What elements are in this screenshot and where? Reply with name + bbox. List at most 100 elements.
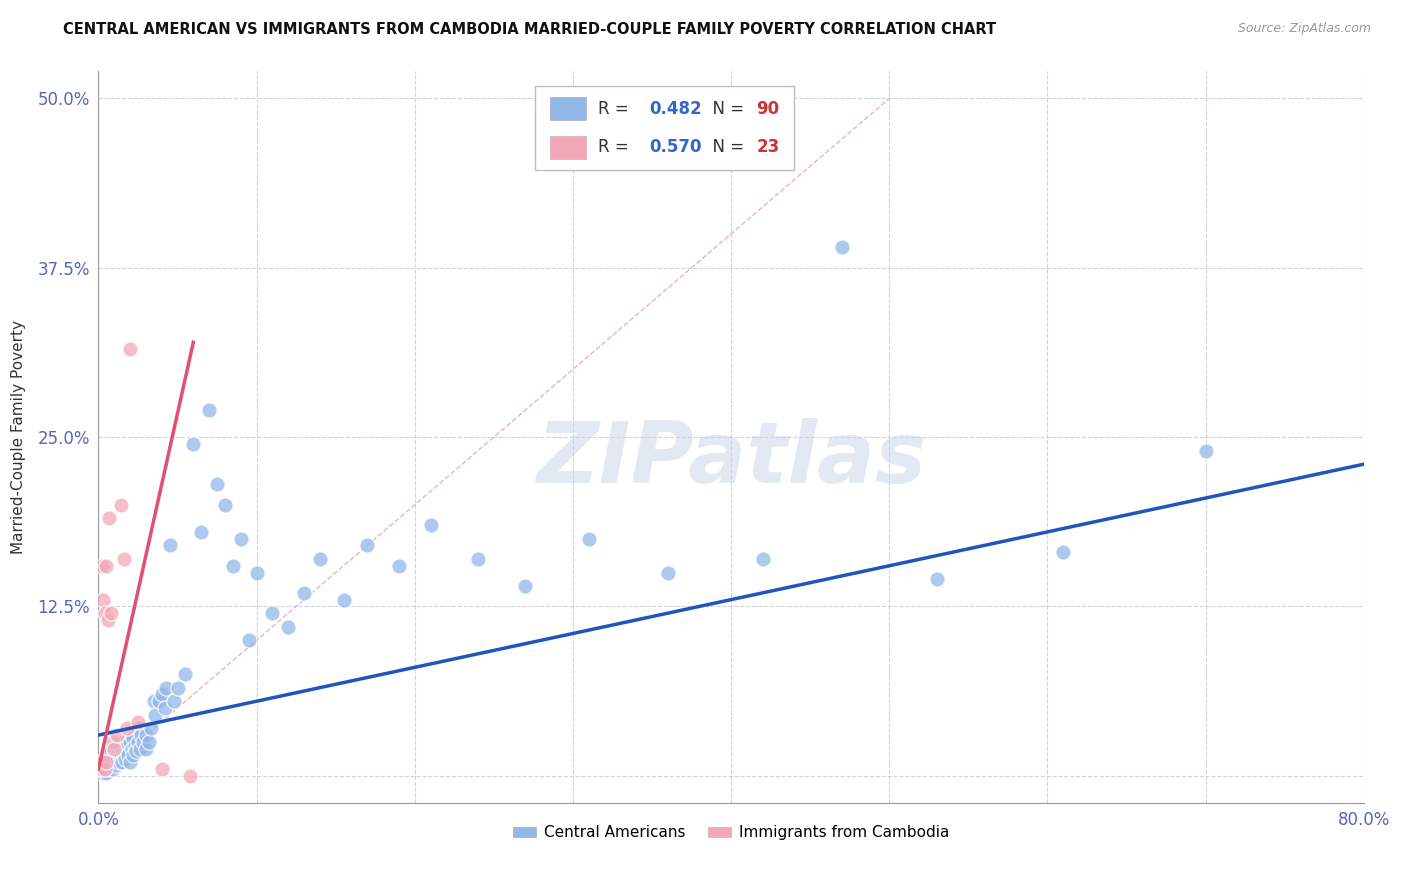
Point: [238, 633, 260, 648]
Point: [97, 613, 120, 627]
Point: [107, 741, 129, 756]
Point: [112, 552, 135, 566]
Point: [1052, 545, 1074, 559]
Point: [101, 752, 124, 766]
Point: [103, 741, 125, 756]
Point: [89, 762, 111, 776]
Point: [179, 769, 201, 783]
Point: [101, 762, 124, 776]
Point: [97, 752, 120, 766]
Point: [110, 748, 132, 763]
Point: [127, 714, 149, 729]
Point: [91, 762, 114, 776]
Point: [112, 748, 135, 763]
Point: [163, 694, 186, 708]
Point: [90, 766, 112, 780]
Point: [120, 342, 141, 356]
Point: [122, 731, 145, 745]
Point: [309, 552, 332, 566]
Point: [142, 694, 165, 708]
Point: [356, 538, 378, 552]
Point: [125, 744, 148, 758]
Text: 0.482: 0.482: [648, 100, 702, 118]
Point: [120, 755, 141, 769]
Point: [138, 735, 160, 749]
Point: [98, 762, 121, 776]
Point: [128, 741, 150, 756]
Point: [108, 744, 131, 758]
Point: [332, 592, 354, 607]
Point: [91, 755, 114, 769]
Point: [91, 755, 114, 769]
Point: [246, 566, 269, 580]
Point: [93, 606, 117, 620]
Bar: [550, 136, 585, 159]
Legend: Central Americans, Immigrants from Cambodia: Central Americans, Immigrants from Cambo…: [508, 819, 955, 847]
Point: [155, 681, 177, 695]
Point: [90, 757, 112, 772]
Point: [98, 755, 121, 769]
Point: [419, 518, 441, 533]
Point: [578, 532, 600, 546]
Point: [112, 735, 135, 749]
Point: [115, 721, 138, 735]
Point: [111, 755, 134, 769]
Point: [98, 511, 121, 525]
Point: [115, 744, 138, 758]
Point: [174, 667, 197, 681]
Point: [93, 757, 117, 772]
Point: [292, 586, 315, 600]
Point: [229, 532, 252, 546]
Point: [262, 606, 284, 620]
Point: [515, 579, 537, 593]
Point: [129, 728, 152, 742]
Point: [121, 741, 143, 756]
Point: [98, 748, 121, 763]
Point: [89, 762, 111, 776]
Point: [150, 688, 173, 702]
Point: [190, 524, 212, 539]
Point: [205, 477, 228, 491]
Point: [93, 762, 117, 776]
Point: [103, 755, 125, 769]
Point: [100, 757, 122, 772]
Point: [277, 620, 299, 634]
Point: [96, 755, 118, 769]
Text: 90: 90: [756, 100, 779, 118]
Point: [388, 558, 411, 573]
Point: [108, 755, 131, 769]
Point: [214, 498, 236, 512]
Point: [467, 552, 489, 566]
Point: [103, 744, 125, 758]
Point: [139, 721, 162, 735]
Point: [183, 437, 205, 451]
Text: N =: N =: [702, 100, 749, 118]
Point: [1194, 443, 1216, 458]
Text: R =: R =: [599, 138, 634, 156]
Point: [114, 752, 136, 766]
Point: [104, 748, 127, 763]
Point: [222, 558, 245, 573]
Point: [97, 757, 120, 772]
Text: 23: 23: [756, 138, 780, 156]
Point: [107, 728, 129, 742]
Point: [96, 766, 118, 780]
Point: [117, 748, 139, 763]
Point: [90, 762, 112, 776]
Point: [90, 558, 112, 573]
Text: ZIPatlas: ZIPatlas: [536, 417, 927, 500]
Point: [159, 538, 181, 552]
Point: [104, 757, 127, 772]
Point: [91, 592, 114, 607]
Point: [135, 728, 157, 742]
Point: [150, 762, 173, 776]
Text: CENTRAL AMERICAN VS IMMIGRANTS FROM CAMBODIA MARRIED-COUPLE FAMILY POVERTY CORRE: CENTRAL AMERICAN VS IMMIGRANTS FROM CAMB…: [63, 22, 997, 37]
Point: [198, 403, 221, 417]
Point: [145, 707, 166, 722]
FancyBboxPatch shape: [534, 86, 794, 170]
Y-axis label: Married-Couple Family Poverty: Married-Couple Family Poverty: [11, 320, 27, 554]
Point: [107, 752, 129, 766]
Point: [122, 748, 145, 763]
Point: [132, 735, 155, 749]
Point: [135, 741, 157, 756]
